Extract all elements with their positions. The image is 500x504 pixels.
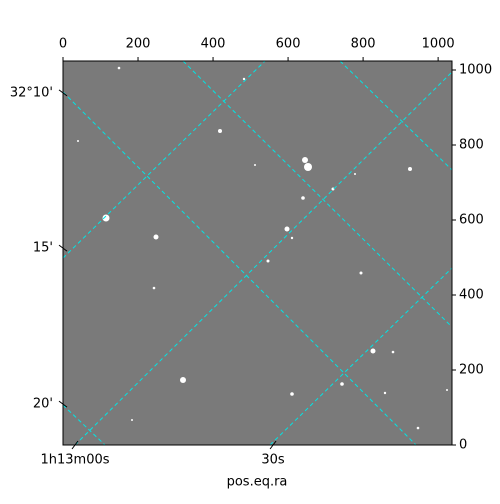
x-tick-label: 200: [126, 37, 151, 52]
x-tick-label: 800: [351, 37, 376, 52]
ra-tick: [269, 440, 277, 450]
ra-tick: [71, 440, 79, 450]
dec-tick: [58, 400, 68, 408]
x-tick-label: 400: [201, 37, 226, 52]
y-tick-label: 800: [459, 138, 484, 153]
y-tick-label: 200: [459, 363, 484, 378]
x-tick-label: 1000: [422, 37, 455, 52]
sky-image: [63, 61, 452, 445]
coordinate-grid: [63, 61, 452, 445]
y-tick-label: 400: [459, 288, 484, 303]
y-tick-label: 1000: [459, 63, 492, 78]
ra-tick-label: 30s: [261, 453, 285, 468]
x-tick-label: 600: [276, 37, 301, 52]
dec-tick-label: 20': [33, 397, 53, 412]
y-tick-label: 600: [459, 213, 484, 228]
ra-tick-label: 1h13m00s: [40, 453, 109, 468]
y-tick-label: 0: [459, 438, 467, 453]
x-tick-label: 0: [59, 37, 67, 52]
dec-tick-label: 15': [33, 241, 53, 256]
dec-tick: [58, 89, 68, 97]
dec-tick: [58, 244, 68, 252]
dec-tick-label: 32°10': [10, 85, 53, 100]
x-axis-label: pos.eq.ra: [227, 475, 288, 490]
stars: [77, 66, 448, 430]
plot-frame: [62, 60, 453, 446]
